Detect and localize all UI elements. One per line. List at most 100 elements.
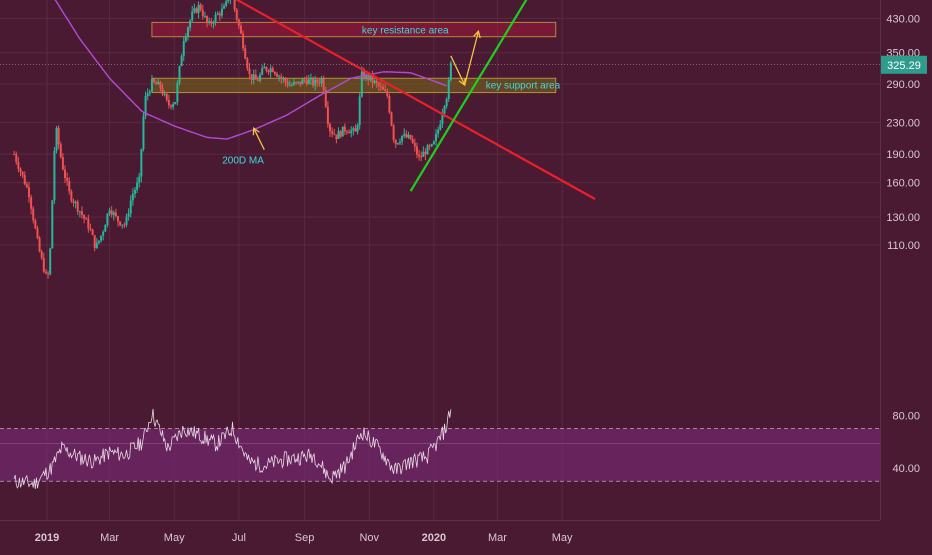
candle-body (246, 58, 249, 69)
candle-body (352, 128, 355, 131)
candle-body (70, 191, 73, 201)
candle-body (350, 130, 353, 134)
candle-body (38, 237, 41, 252)
candle-body (312, 78, 315, 86)
projection-arrow-shaft (450, 55, 466, 86)
candle-body (174, 102, 177, 105)
candle-body (390, 112, 393, 126)
rsi-tick-label: 40.00 (892, 463, 920, 475)
candle-body (153, 78, 156, 83)
candle-body (244, 48, 247, 59)
candle-body (21, 171, 24, 176)
candle-body (214, 14, 217, 23)
price-tick-label: 110.00 (887, 240, 920, 252)
candle-body (195, 8, 198, 13)
candle-body (432, 141, 435, 145)
current-price-tag (881, 55, 927, 74)
candle-body (388, 95, 391, 113)
zone-rect (151, 21, 557, 38)
candle-body (297, 81, 300, 83)
time-tick-label: May (552, 532, 573, 544)
candle-body (375, 80, 378, 84)
time-axis[interactable]: 2019 Mar May Jul Sep Nov 2020 Mar May (35, 532, 573, 544)
candle-body (292, 82, 295, 85)
candle-body (445, 98, 448, 107)
candle-body (216, 13, 219, 15)
candle-body (248, 68, 251, 75)
candle-body (261, 68, 264, 75)
candle-body (278, 76, 281, 78)
candle-body (53, 150, 56, 201)
annotations: key resistance area key support area 200D … (222, 25, 560, 166)
candle-body (333, 133, 336, 135)
price-tick-label: 230.00 (886, 117, 920, 129)
candle-body (299, 81, 302, 85)
candle-body (55, 127, 58, 151)
candle-body (165, 93, 168, 100)
ma-arrow-shaft (253, 127, 265, 151)
candle-body (100, 235, 103, 241)
candle-body (443, 106, 446, 114)
candle-body (265, 67, 268, 71)
candle-body (439, 124, 442, 130)
rsi-band (0, 428, 880, 482)
candle-body (157, 81, 160, 85)
candle-body (386, 91, 389, 96)
candle-body (242, 33, 245, 49)
candle-body (267, 70, 270, 73)
candle-body (307, 79, 310, 84)
projection-arrow-head (473, 29, 481, 39)
candle-body (19, 168, 22, 172)
candle-body (415, 146, 418, 155)
candle-body (150, 78, 153, 92)
candle-body (49, 248, 52, 275)
candle-body (235, 9, 238, 20)
time-tick-label: Jul (232, 532, 246, 544)
candle-body (57, 127, 60, 145)
candle-body (184, 36, 187, 42)
price-candles (13, 0, 452, 279)
candle-body (273, 71, 276, 74)
candle-body (106, 213, 109, 226)
candle-body (335, 134, 338, 139)
candle-body (348, 131, 351, 134)
candle-body (371, 75, 374, 83)
projection-arrows (252, 29, 481, 151)
candle-body (42, 257, 45, 272)
candle-body (102, 231, 105, 236)
candle-body (61, 157, 64, 170)
time-tick-label: Nov (359, 532, 379, 544)
candle-body (66, 177, 69, 181)
candle-body (405, 133, 408, 138)
candle-body (227, 0, 230, 2)
candle-body (163, 93, 166, 95)
candle-body (284, 78, 287, 82)
candle-body (199, 4, 202, 10)
projection-arrow-shaft (464, 31, 480, 86)
candle-body (329, 124, 332, 132)
candle-body (254, 74, 257, 80)
candle-body (345, 131, 348, 133)
candle-body (133, 189, 136, 194)
time-tick-label: 2019 (35, 532, 59, 544)
ma200-line (54, 0, 447, 140)
candle-body (108, 210, 111, 214)
candle-body (233, 0, 236, 10)
price-axis[interactable]: 700.00550.00430.00350.00290.00230.00190.… (0, 0, 927, 475)
candle-body (95, 242, 98, 249)
time-tick-label: May (164, 532, 185, 544)
candle-body (13, 154, 16, 156)
candle-body (341, 126, 344, 137)
candle-body (282, 78, 285, 80)
candle-body (172, 104, 175, 107)
current-price-label: 325.29 (887, 60, 921, 72)
candle-body (34, 220, 37, 229)
candle-body (360, 71, 363, 97)
rsi-tick-label: 80.00 (892, 411, 920, 423)
support-trendline (409, 0, 528, 192)
rsi-pane (0, 408, 880, 489)
candle-body (256, 79, 259, 81)
candle-body (119, 221, 122, 226)
